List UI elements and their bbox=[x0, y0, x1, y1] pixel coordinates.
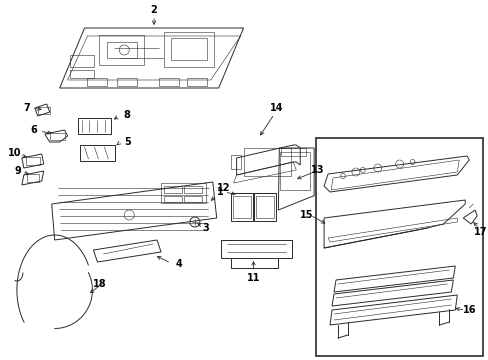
Text: 6: 6 bbox=[30, 125, 37, 135]
Text: 14: 14 bbox=[269, 103, 283, 113]
Bar bbox=[38, 107, 50, 114]
Bar bbox=[230, 155, 240, 169]
Bar bbox=[161, 183, 205, 203]
Text: 5: 5 bbox=[123, 137, 130, 147]
Text: 7: 7 bbox=[23, 103, 30, 113]
Bar bbox=[256, 196, 274, 218]
Bar bbox=[171, 38, 206, 60]
Text: 9: 9 bbox=[15, 166, 21, 176]
Text: 3: 3 bbox=[202, 223, 209, 233]
Bar bbox=[163, 32, 213, 67]
Bar bbox=[163, 186, 182, 193]
Bar bbox=[280, 152, 309, 190]
Text: 8: 8 bbox=[123, 110, 130, 120]
Bar bbox=[87, 78, 107, 86]
Bar bbox=[254, 193, 276, 221]
Text: 10: 10 bbox=[8, 148, 21, 158]
Bar bbox=[186, 78, 206, 86]
Text: 17: 17 bbox=[473, 227, 487, 237]
Bar bbox=[159, 78, 179, 86]
Bar bbox=[26, 157, 40, 165]
Bar bbox=[69, 70, 94, 78]
Bar bbox=[78, 118, 111, 134]
Text: 18: 18 bbox=[92, 279, 106, 289]
Text: 11: 11 bbox=[246, 273, 260, 283]
Bar bbox=[232, 196, 250, 218]
Text: 12: 12 bbox=[217, 183, 230, 193]
Bar bbox=[117, 78, 137, 86]
Bar bbox=[80, 145, 115, 161]
Bar bbox=[230, 193, 252, 221]
Bar bbox=[163, 196, 182, 202]
Text: 16: 16 bbox=[462, 305, 475, 315]
Bar bbox=[183, 186, 202, 193]
Bar bbox=[27, 174, 39, 182]
Text: 1: 1 bbox=[217, 187, 224, 197]
Bar bbox=[315, 138, 482, 356]
Bar bbox=[220, 240, 292, 258]
Text: 15: 15 bbox=[299, 210, 312, 220]
Text: 4: 4 bbox=[175, 259, 182, 269]
Bar bbox=[107, 42, 137, 58]
Bar bbox=[99, 35, 144, 65]
Bar bbox=[183, 196, 202, 202]
Bar bbox=[281, 148, 305, 156]
Bar bbox=[69, 55, 94, 67]
Bar bbox=[243, 148, 291, 176]
Bar bbox=[50, 133, 64, 140]
Text: 2: 2 bbox=[150, 5, 157, 15]
Text: 13: 13 bbox=[311, 165, 324, 175]
